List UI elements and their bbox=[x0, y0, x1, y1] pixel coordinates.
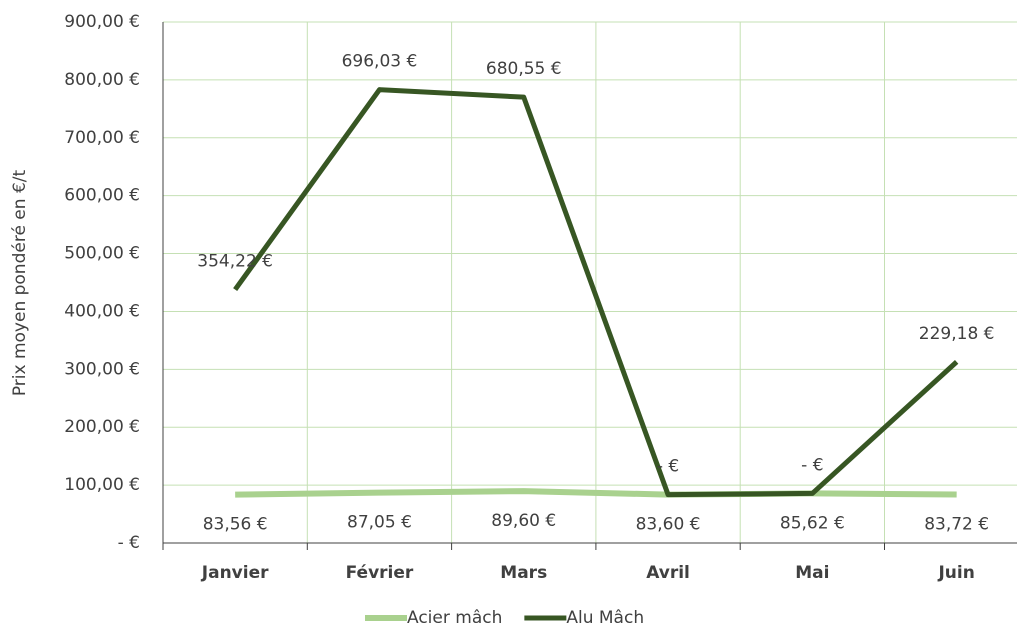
data-label: 83,72 € bbox=[924, 515, 989, 535]
y-tick-label: 400,00 € bbox=[64, 301, 140, 321]
data-label: 354,22 € bbox=[197, 252, 273, 272]
x-tick-label: Janvier bbox=[201, 563, 269, 583]
series-line bbox=[233, 87, 959, 498]
data-label: 85,62 € bbox=[780, 513, 845, 533]
legend-label: Alu Mâch bbox=[566, 608, 644, 628]
y-axis-title: Prix moyen pondéré en €/t bbox=[10, 170, 30, 397]
data-label: 87,05 € bbox=[347, 513, 412, 533]
y-tick-label: 100,00 € bbox=[64, 475, 140, 495]
legend-label: Acier mâch bbox=[407, 608, 502, 628]
y-tick-label: - € bbox=[118, 533, 140, 553]
y-tick-label: 700,00 € bbox=[64, 128, 140, 148]
y-tick-label: 200,00 € bbox=[64, 417, 140, 437]
data-label: - € bbox=[801, 455, 823, 475]
data-label: 83,60 € bbox=[636, 515, 701, 535]
data-label: 229,18 € bbox=[919, 324, 995, 344]
y-tick-label: 500,00 € bbox=[64, 244, 140, 264]
y-tick-label: 300,00 € bbox=[64, 359, 140, 379]
x-tick-label: Juin bbox=[937, 563, 974, 583]
y-tick-label: 800,00 € bbox=[64, 70, 140, 90]
data-label: 89,60 € bbox=[491, 511, 556, 531]
y-tick-label: 600,00 € bbox=[64, 186, 140, 206]
x-tick-label: Avril bbox=[646, 563, 690, 583]
x-tick-label: Mars bbox=[500, 563, 547, 583]
data-label: 680,55 € bbox=[486, 59, 562, 79]
x-tick-label: Mai bbox=[795, 563, 829, 583]
series-line bbox=[235, 488, 957, 498]
data-label: 696,03 € bbox=[342, 52, 418, 72]
data-label: - € bbox=[657, 457, 679, 477]
x-tick-label: Février bbox=[346, 563, 414, 583]
y-tick-label: 900,00 € bbox=[64, 12, 140, 32]
data-label: 83,56 € bbox=[203, 515, 268, 535]
